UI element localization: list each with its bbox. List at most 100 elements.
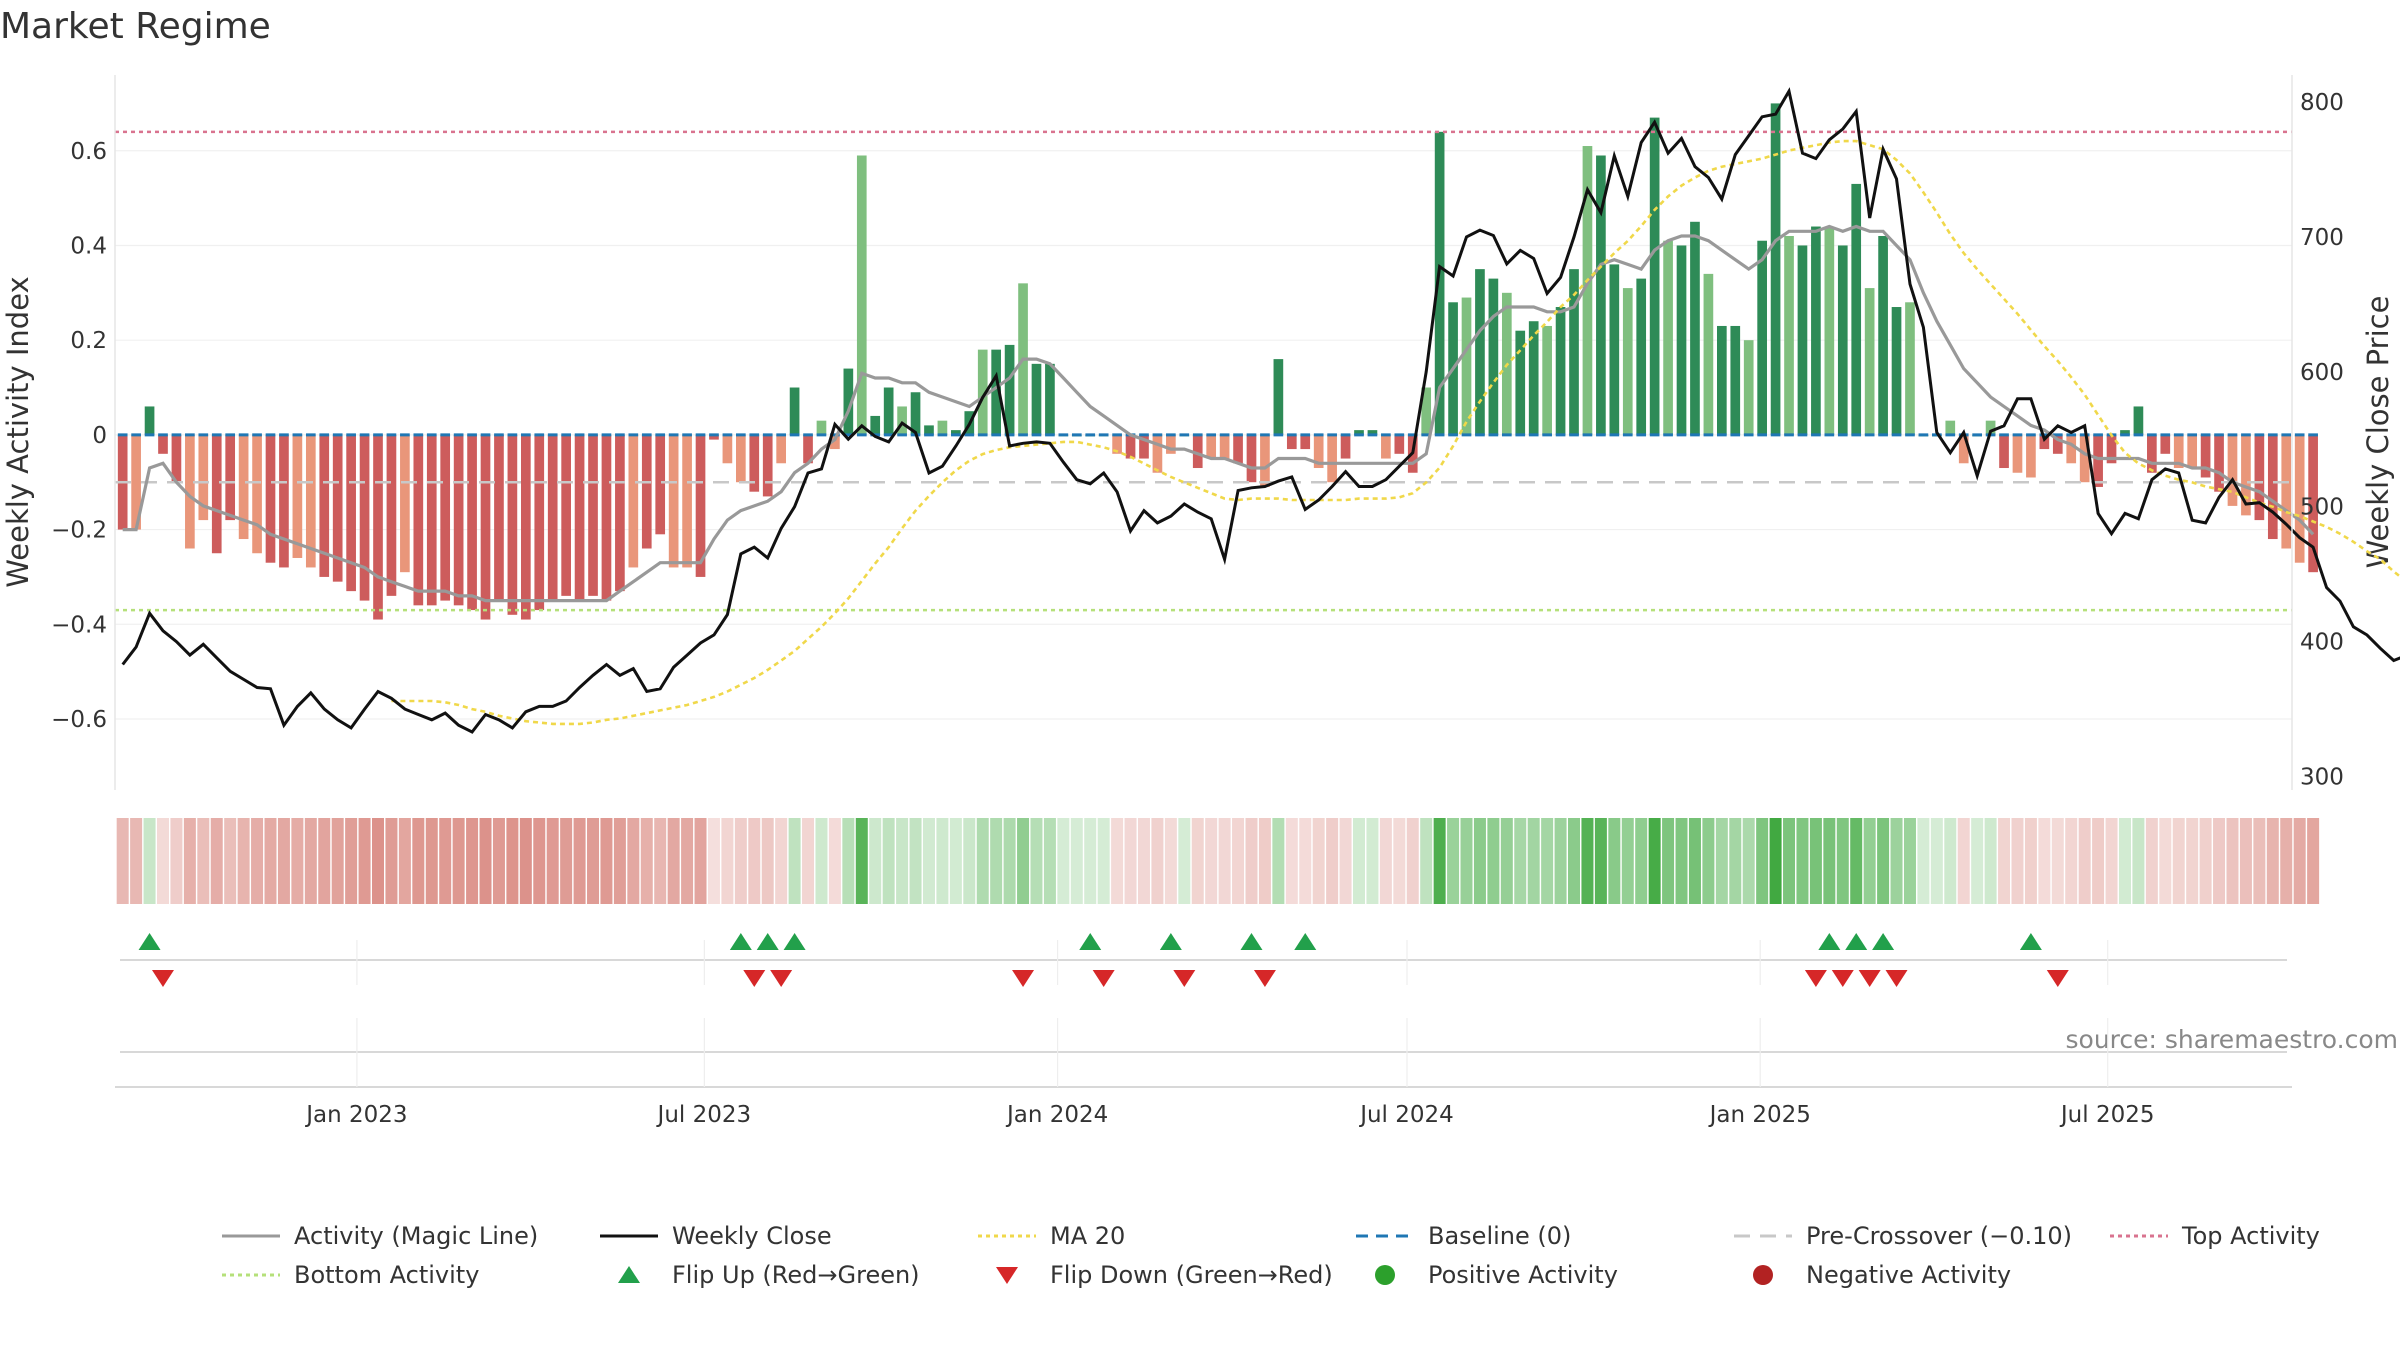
regime-cell: [2092, 818, 2105, 904]
activity-bar: [158, 434, 168, 454]
activity-bar: [2106, 434, 2117, 464]
regime-cell: [1191, 818, 1204, 904]
legend-label: Activity (Magic Line): [294, 1222, 538, 1250]
legend-label: Weekly Close: [672, 1222, 832, 1250]
activity-bar: [1784, 235, 1794, 435]
regime-cell: [398, 818, 411, 904]
left-tick-label: 0: [92, 423, 107, 449]
activity-bar: [480, 434, 491, 620]
regime-cell: [519, 818, 532, 904]
regime-cell: [922, 818, 935, 904]
activity-bar: [1609, 264, 1620, 435]
activity-bar: [2173, 434, 2184, 469]
regime-cell: [1957, 818, 1970, 904]
activity-bar: [1690, 221, 1700, 435]
activity-bar: [2214, 434, 2224, 492]
flip-down-marker: [1804, 970, 1827, 987]
activity-bar: [1716, 325, 1727, 435]
regime-cell: [1836, 818, 1849, 904]
activity-bar: [1461, 297, 1472, 435]
regime-cell: [1500, 818, 1513, 904]
flip-up-marker: [1845, 933, 1868, 950]
activity-bar: [641, 434, 652, 549]
regime-cell: [1057, 818, 1070, 904]
regime-cell: [1769, 818, 1782, 904]
regime-cell: [2024, 818, 2037, 904]
flip-down-marker: [1012, 970, 1035, 987]
regime-cell: [1164, 818, 1177, 904]
activity-bars: [117, 103, 2318, 620]
timeline-axis: Jan 2023 Jul 2023 Jan 2024 Jul 2024 Jan 2025…: [115, 940, 2292, 1128]
activity-bar: [1622, 288, 1633, 435]
activity-bar: [1958, 434, 1969, 464]
regime-cell: [2051, 818, 2064, 904]
regime-cell: [251, 818, 264, 904]
regime-cell: [466, 818, 479, 904]
regime-cell: [533, 818, 546, 904]
activity-bar: [2267, 434, 2278, 540]
regime-cell: [1084, 818, 1097, 904]
flip-down-marker: [1173, 970, 1196, 987]
legend-label: Flip Down (Green→Red): [1050, 1261, 1333, 1289]
legend-entry: Pre-Crossover (−0.10): [1734, 1222, 2072, 1250]
activity-bar: [507, 434, 518, 615]
regime-cell: [1809, 818, 1822, 904]
regime-cell: [331, 818, 344, 904]
regime-cell: [1541, 818, 1554, 904]
regime-cell: [1003, 818, 1016, 904]
regime-cell: [1514, 818, 1527, 904]
regime-cell: [748, 818, 761, 904]
activity-bar: [1125, 434, 1136, 459]
flip-down-marker: [2046, 970, 2069, 987]
regime-cell: [802, 818, 815, 904]
legend-entry: Activity (Magic Line): [222, 1222, 538, 1250]
regime-cell: [2226, 818, 2239, 904]
legend-label: MA 20: [1050, 1222, 1125, 1250]
left-tick-label: −0.2: [51, 518, 107, 544]
regime-cell: [869, 818, 882, 904]
legend-label: Positive Activity: [1428, 1261, 1618, 1289]
flip-down-marker: [743, 970, 766, 987]
regime-cell: [788, 818, 801, 904]
regime-cell: [1205, 818, 1218, 904]
activity-bar: [144, 406, 155, 435]
regime-cell: [936, 818, 949, 904]
activity-bar: [2052, 434, 2063, 454]
flip-up-marker: [1159, 933, 1182, 950]
regime-cell: [1783, 818, 1796, 904]
regime-cell: [1756, 818, 1769, 904]
activity-bar: [561, 434, 571, 596]
flip-down-marker: [151, 970, 174, 987]
activity-bar: [1743, 340, 1754, 435]
activity-bar: [2294, 434, 2305, 563]
activity-bar: [924, 425, 934, 435]
legend-entry: Flip Down (Green→Red): [996, 1261, 1333, 1289]
activity-bar: [2200, 434, 2211, 478]
legend-label: Pre-Crossover (−0.10): [1806, 1222, 2072, 1250]
activity-bar: [1596, 155, 1606, 435]
activity-bar: [265, 434, 276, 563]
activity-bar: [1313, 434, 1324, 469]
flip-up-marker: [1872, 933, 1895, 950]
activity-bar: [870, 415, 881, 435]
regime-cell: [1326, 818, 1339, 904]
flip-up-marker: [756, 933, 779, 950]
activity-bar: [1434, 131, 1445, 435]
activity-bar: [2254, 434, 2265, 521]
regime-cell: [694, 818, 707, 904]
regime-cell: [2078, 818, 2091, 904]
activity-bar: [1327, 434, 1337, 483]
regime-cell: [2293, 818, 2306, 904]
series-lines: [121, 87, 2400, 734]
flip-up-marker: [1294, 933, 1317, 950]
regime-cell: [2213, 818, 2226, 904]
regime-cell: [506, 818, 519, 904]
regime-cell: [546, 818, 559, 904]
regime-cell: [1635, 818, 1648, 904]
activity-bar: [1555, 307, 1566, 435]
activity-bar: [803, 434, 813, 464]
activity-bar: [2039, 434, 2050, 450]
activity-bar: [2066, 434, 2077, 464]
regime-cell: [116, 818, 129, 904]
regime-cell: [1151, 818, 1164, 904]
